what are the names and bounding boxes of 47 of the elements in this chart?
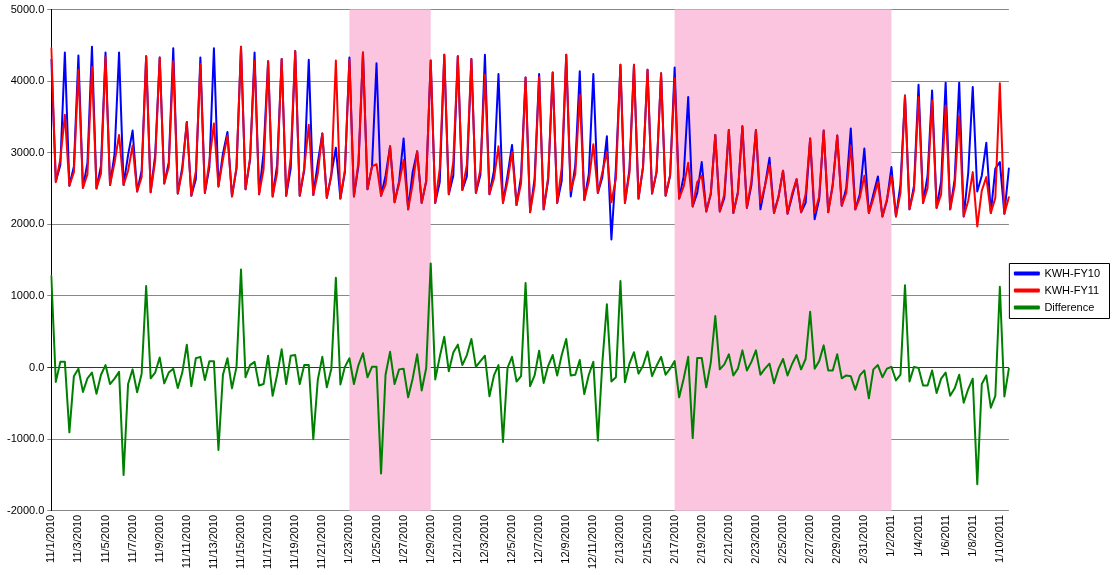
y-tick-label: 3000.0 <box>10 145 45 158</box>
x-tick-label: 11/19/2010 <box>288 514 301 570</box>
x-tick-label: 1/23/2010 <box>342 514 355 564</box>
x-tick-label: 1/25/2010 <box>369 514 382 564</box>
x-tick-label: 11/5/2010 <box>98 514 111 563</box>
x-tick-label: 2/17/2010 <box>667 514 680 564</box>
y-tick-label: -2000.0 <box>7 503 45 516</box>
x-tick-label: 1/29/2010 <box>423 514 436 564</box>
x-tick-label: 2/13/2010 <box>613 514 626 564</box>
legend-label: KWH-FY10 <box>1044 266 1101 279</box>
x-tick-label: 2/23/2010 <box>748 514 761 564</box>
x-tick-label: 12/1/2010 <box>450 514 463 564</box>
x-tick-label: 12/9/2010 <box>559 514 572 564</box>
x-tick-label: 1/4/2011 <box>911 514 924 557</box>
y-tick-label: 2000.0 <box>10 217 45 230</box>
x-tick-label: 11/1/2010 <box>44 514 57 563</box>
x-tick-label: 2/31/2010 <box>857 514 870 564</box>
x-tick-label: 11/11/2010 <box>179 514 192 569</box>
y-tick-label: 1000.0 <box>10 289 45 302</box>
x-tick-label: 12/7/2010 <box>532 514 545 564</box>
x-tick-label: 12/5/2010 <box>505 514 518 564</box>
x-tick-label: 1/10/2011 <box>992 514 1005 563</box>
x-tick-label: 11/17/2010 <box>261 514 274 570</box>
x-tick-label: 2/19/2010 <box>694 514 707 564</box>
x-tick-label: 1/2/2011 <box>884 514 897 557</box>
legend-label: KWH-FY11 <box>1044 283 1100 296</box>
y-tick-label: -1000.0 <box>7 432 45 445</box>
x-tick-label: 2/25/2010 <box>776 514 789 564</box>
x-tick-label: 2/27/2010 <box>803 514 816 564</box>
legend-label: Difference <box>1044 300 1095 313</box>
x-tick-label: 2/15/2010 <box>640 514 653 564</box>
x-tick-label: 1/6/2011 <box>938 514 951 557</box>
y-tick-label: 5000.0 <box>10 2 45 15</box>
x-tick-label: 11/9/2010 <box>152 514 165 563</box>
x-tick-label: 12/11/2010 <box>586 514 599 570</box>
x-tick-label: 11/7/2010 <box>125 514 138 563</box>
y-tick-label: 0.0 <box>29 360 45 373</box>
x-tick-label: 11/13/2010 <box>206 514 219 570</box>
x-tick-label: 11/3/2010 <box>71 514 84 563</box>
x-tick-label: 2/21/2010 <box>721 514 734 564</box>
x-tick-label: 11/21/2010 <box>315 514 328 570</box>
y-tick-label: 4000.0 <box>10 74 45 87</box>
x-tick-label: 12/3/2010 <box>477 514 490 564</box>
x-tick-label: 2/29/2010 <box>830 514 843 564</box>
x-tick-label: 1/8/2011 <box>965 514 978 557</box>
x-tick-label: 11/15/2010 <box>234 514 247 570</box>
x-tick-label: 1/27/2010 <box>396 514 409 564</box>
